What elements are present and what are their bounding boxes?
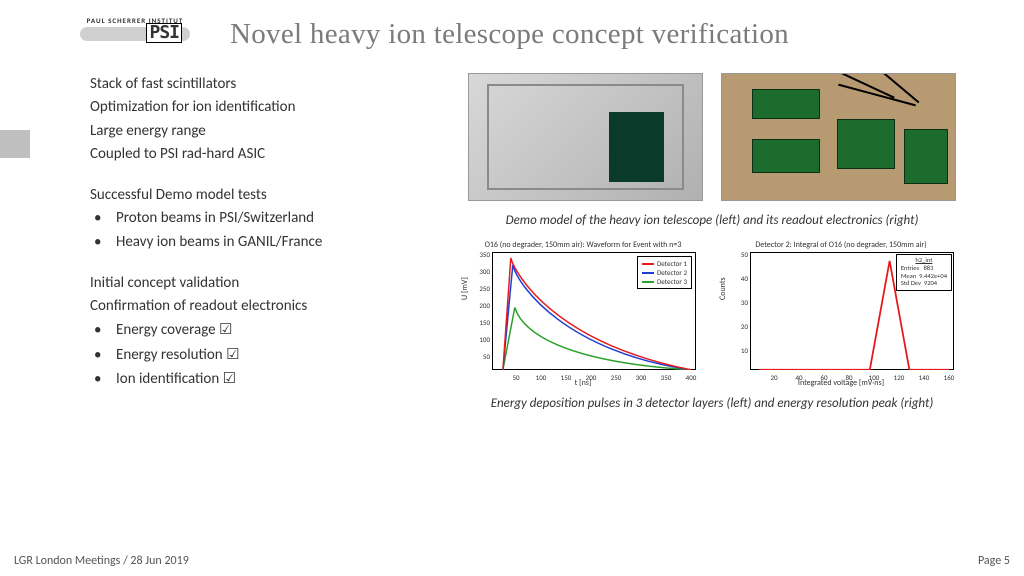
logo-bar: PSI — [80, 27, 190, 41]
list-item: Heavy ion beams in GANIL/France — [94, 231, 410, 254]
chart2-stats-box: h2_int Entries 883 Mean 9.442e+04 Std De… — [896, 254, 952, 291]
block-head: Confirmation of readout electronics — [90, 295, 410, 318]
slide-title: Novel heavy ion telescope concept verifi… — [230, 18, 789, 51]
list-item: Proton beams in PSI/Switzerland — [94, 207, 410, 230]
photo-telescope — [468, 73, 703, 201]
list-item: Energy coverage ☑ — [94, 318, 410, 342]
footer-right: Page 5 — [978, 554, 1010, 568]
block-head: Successful Demo model tests — [90, 184, 410, 207]
photo-electronics — [721, 73, 956, 201]
bullet-list: Proton beams in PSI/Switzerland Heavy io… — [90, 207, 410, 254]
footer-left: LGR London Meetings / 28 Jun 2019 — [14, 554, 189, 568]
chart2-title: Detector 2: Integral of O16 (no degrader… — [720, 240, 962, 250]
photo-row — [468, 73, 956, 201]
slide-footer: LGR London Meetings / 28 Jun 2019 Page 5 — [14, 554, 1010, 568]
block-head: Initial concept validation — [90, 272, 410, 295]
list-item: Ion identification ☑ — [94, 367, 410, 391]
chart1-title: O16 (no degrader, 150mm air): Waveform f… — [462, 240, 704, 250]
chart-row: O16 (no degrader, 150mm air): Waveform f… — [462, 240, 962, 390]
bullet-text: Coupled to PSI rad-hard ASIC — [90, 143, 410, 166]
bullet-text: Stack of fast scintillators — [90, 73, 410, 96]
figure-caption-2: Energy deposition pulses in 3 detector l… — [491, 396, 934, 411]
main-content: Stack of fast scintillators Optimization… — [0, 57, 1024, 421]
bullet-text: Optimization for ion identification — [90, 96, 410, 119]
text-column: Stack of fast scintillators Optimization… — [90, 73, 410, 421]
chart-waveform: O16 (no degrader, 150mm air): Waveform f… — [462, 240, 704, 390]
chart1-legend: Detector 1 Detector 2 Detector 3 — [637, 256, 692, 289]
chart2-ylabel: Counts — [718, 277, 728, 300]
figure-column: Demo model of the heavy ion telescope (l… — [430, 73, 994, 421]
chart-histogram: Detector 2: Integral of O16 (no degrader… — [720, 240, 962, 390]
list-item: Energy resolution ☑ — [94, 343, 410, 367]
block-2: Successful Demo model tests Proton beams… — [90, 184, 410, 254]
logo-psi-text: PSI — [146, 23, 182, 43]
psi-logo: PAUL SCHERRER INSTITUT PSI — [80, 16, 190, 41]
chart1-ylabel: U [mV] — [460, 277, 470, 300]
bullet-text: Large energy range — [90, 120, 410, 143]
side-tab — [0, 130, 30, 158]
block-3: Initial concept validation Confirmation … — [90, 272, 410, 391]
bullet-list: Energy coverage ☑ Energy resolution ☑ Io… — [90, 318, 410, 391]
block-1: Stack of fast scintillators Optimization… — [90, 73, 410, 166]
check-icon: ☑ — [219, 321, 232, 338]
check-icon: ☑ — [226, 346, 239, 363]
figure-caption-1: Demo model of the heavy ion telescope (l… — [506, 213, 919, 228]
check-icon: ☑ — [223, 370, 236, 387]
